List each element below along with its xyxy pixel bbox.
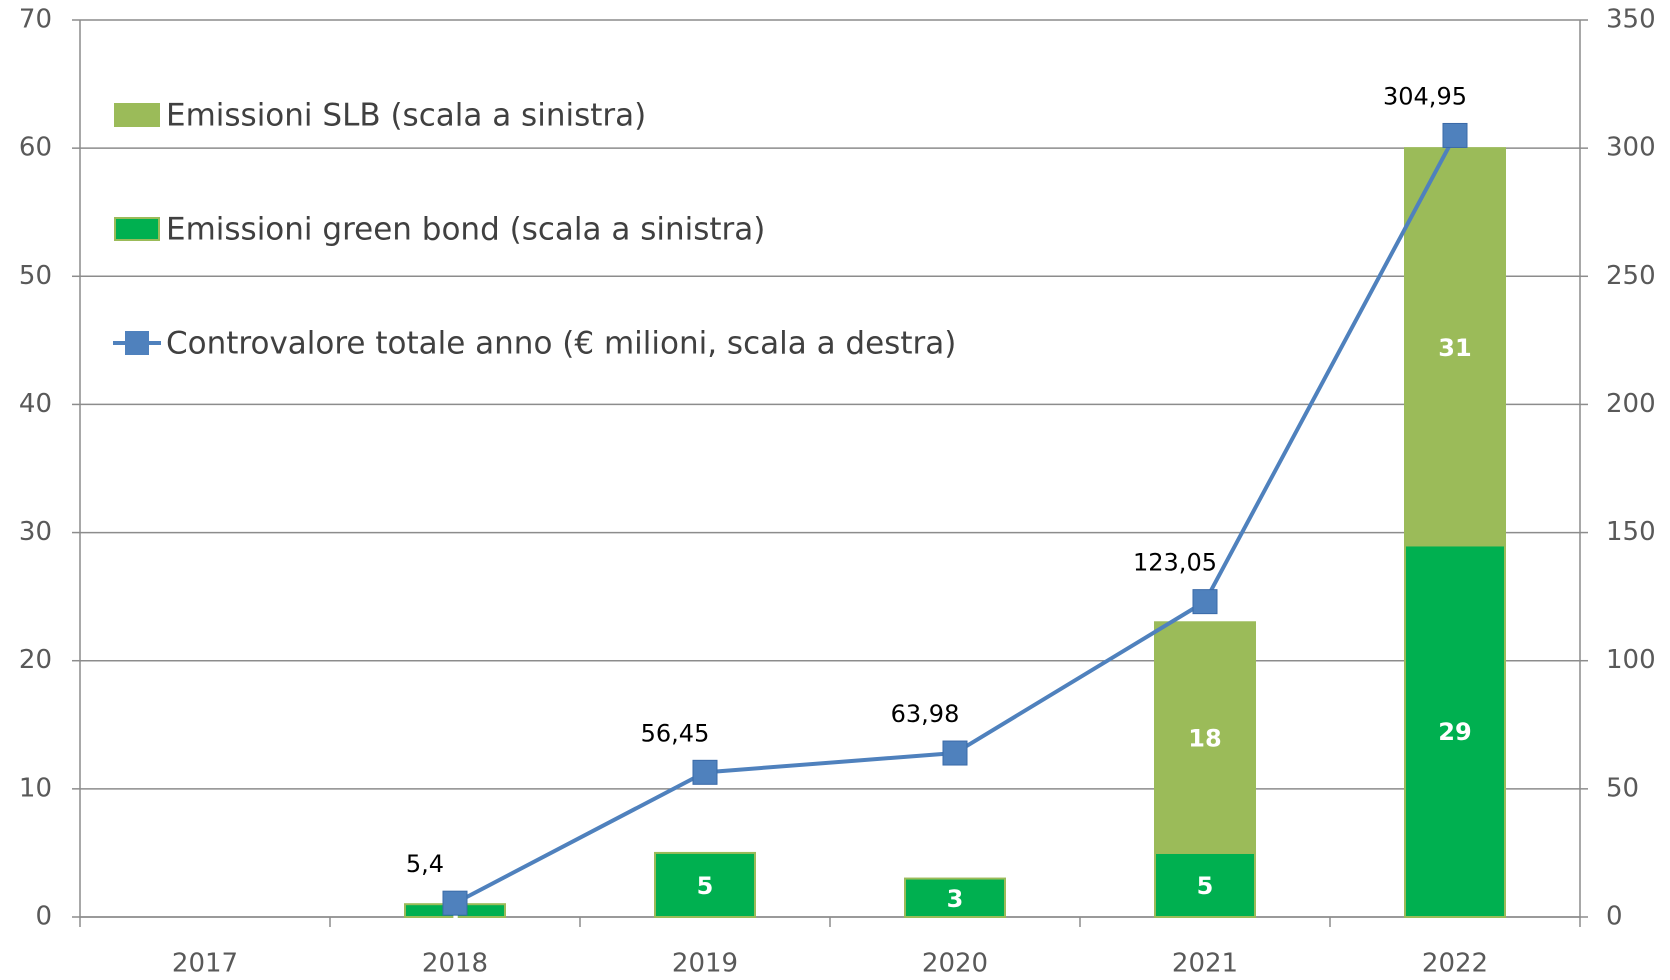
line-value-label: 123,05 [1133, 549, 1217, 577]
legend-swatch [114, 103, 160, 127]
y2-tick-label: 0 [1606, 902, 1623, 932]
bar-label: 29 [1438, 718, 1471, 746]
line-marker [692, 759, 718, 785]
line-marker [942, 740, 968, 766]
y-tick-label: 30 [19, 517, 52, 547]
line-value-label: 56,45 [641, 719, 710, 747]
line-value-label: 5,4 [406, 850, 444, 878]
y2-tick-label: 100 [1606, 645, 1656, 675]
y2-tick-label: 50 [1606, 773, 1639, 803]
line-value-label: 63,98 [891, 700, 960, 728]
bar-label: 31 [1438, 334, 1471, 362]
legend-marker [125, 331, 149, 355]
bar [1154, 621, 1256, 854]
y-tick-label: 20 [19, 645, 52, 675]
bar [1404, 544, 1506, 919]
y2-tick-label: 250 [1606, 261, 1656, 291]
bar-label: 5 [697, 872, 714, 900]
bar [904, 877, 1006, 918]
bar [1404, 147, 1506, 547]
x-tick-label: 2020 [922, 949, 988, 979]
line-value-label: 304,95 [1383, 82, 1467, 110]
bar-label: 5 [1197, 872, 1214, 900]
bar [654, 851, 756, 919]
x-tick-label: 2022 [1422, 949, 1488, 979]
y-tick-label: 10 [19, 773, 52, 803]
y2-tick-label: 300 [1606, 133, 1656, 163]
y2-tick-label: 150 [1606, 517, 1656, 547]
y-tick-label: 50 [19, 261, 52, 291]
y2-tick-label: 200 [1606, 389, 1656, 419]
y-tick-label: 70 [19, 5, 52, 35]
y-tick-label: 40 [19, 389, 52, 419]
legend-label: Emissioni green bond (scala a sinistra) [166, 212, 765, 248]
line-marker [1442, 122, 1468, 148]
x-tick-label: 2019 [672, 949, 738, 979]
y2-tick-label: 350 [1606, 5, 1656, 35]
line [454, 134, 1457, 905]
bar [1154, 851, 1256, 919]
y-tick-label: 60 [19, 133, 52, 163]
legend-label: Controvalore totale anno (€ milioni, sca… [166, 326, 956, 362]
x-tick-label: 2018 [422, 949, 488, 979]
bar-label: 3 [947, 885, 964, 913]
legend-swatch [114, 217, 160, 241]
x-tick-label: 2021 [1172, 949, 1238, 979]
x-tick-label: 2017 [172, 949, 238, 979]
line-marker [1192, 589, 1218, 615]
line-marker [442, 890, 468, 916]
bar-label: 18 [1188, 725, 1221, 753]
y-tick-label: 0 [35, 902, 52, 932]
legend-label: Emissioni SLB (scala a sinistra) [166, 98, 646, 134]
